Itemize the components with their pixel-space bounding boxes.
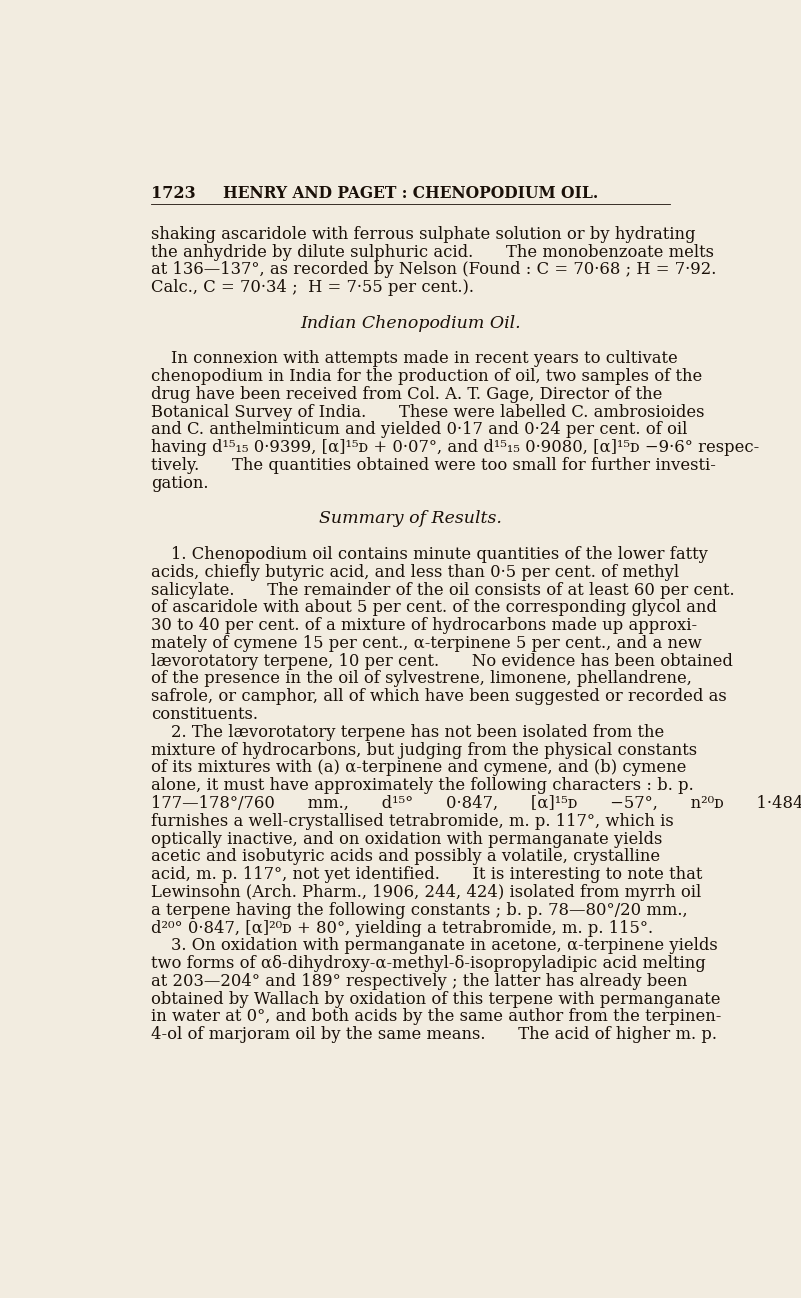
- Text: HENRY AND PAGET : CHENOPODIUM OIL.: HENRY AND PAGET : CHENOPODIUM OIL.: [223, 184, 598, 201]
- Text: and C. anthelminticum and yielded 0·17 and 0·24 per cent. of oil: and C. anthelminticum and yielded 0·17 a…: [151, 422, 687, 439]
- Text: 2. The lævorotatory terpene has not been isolated from the: 2. The lævorotatory terpene has not been…: [171, 724, 664, 741]
- Text: 30 to 40 per cent. of a mixture of hydrocarbons made up approxi-: 30 to 40 per cent. of a mixture of hydro…: [151, 617, 697, 635]
- Text: lævorotatory terpene, 10 per cent.  No evidence has been obtained: lævorotatory terpene, 10 per cent. No ev…: [151, 653, 733, 670]
- Text: acid, m. p. 117°, not yet identified.  It is interesting to note that: acid, m. p. 117°, not yet identified. It…: [151, 866, 702, 883]
- Text: tively.  The quantities obtained were too small for further investi-: tively. The quantities obtained were too…: [151, 457, 716, 474]
- Text: alone, it must have approximately the following characters : b. p.: alone, it must have approximately the fo…: [151, 778, 694, 794]
- Text: 4-ol of marjoram oil by the same means.  The acid of higher m. p.: 4-ol of marjoram oil by the same means. …: [151, 1027, 717, 1044]
- Text: at 203—204° and 189° respectively ; the latter has already been: at 203—204° and 189° respectively ; the …: [151, 974, 687, 990]
- Text: optically inactive, and on oxidation with permanganate yields: optically inactive, and on oxidation wit…: [151, 831, 662, 848]
- Text: 1. Chenopodium oil contains minute quantities of the lower fatty: 1. Chenopodium oil contains minute quant…: [171, 546, 708, 563]
- Text: having d¹⁵₁₅ 0·9399, [α]¹⁵ᴅ + 0·07°, and d¹⁵₁₅ 0·9080, [α]¹⁵ᴅ −9·6° respec-: having d¹⁵₁₅ 0·9399, [α]¹⁵ᴅ + 0·07°, and…: [151, 439, 759, 456]
- Text: safrole, or camphor, all of which have been suggested or recorded as: safrole, or camphor, all of which have b…: [151, 688, 727, 705]
- Text: acetic and isobutyric acids and possibly a volatile, crystalline: acetic and isobutyric acids and possibly…: [151, 849, 660, 866]
- Text: Botanical Survey of India.  These were labelled C. ambrosioides: Botanical Survey of India. These were la…: [151, 404, 705, 421]
- Text: In connexion with attempts made in recent years to cultivate: In connexion with attempts made in recen…: [171, 350, 678, 367]
- Text: the anhydride by dilute sulphuric acid.  The monobenzoate melts: the anhydride by dilute sulphuric acid. …: [151, 244, 714, 261]
- Text: two forms of αδ-dihydroxy-α-methyl-δ-isopropyladipic acid melting: two forms of αδ-dihydroxy-α-methyl-δ-iso…: [151, 955, 706, 972]
- Text: a terpene having the following constants ; b. p. 78—80°/20 mm.,: a terpene having the following constants…: [151, 902, 687, 919]
- Text: d²⁰° 0·847, [α]²⁰ᴅ + 80°, yielding a tetrabromide, m. p. 115°.: d²⁰° 0·847, [α]²⁰ᴅ + 80°, yielding a tet…: [151, 919, 653, 937]
- Text: furnishes a well-crystallised tetrabromide, m. p. 117°, which is: furnishes a well-crystallised tetrabromi…: [151, 813, 674, 829]
- Text: gation.: gation.: [151, 475, 208, 492]
- Text: of its mixtures with (a) α-terpinene and cymene, and (b) cymene: of its mixtures with (a) α-terpinene and…: [151, 759, 686, 776]
- Text: Calc., C = 70·34 ;  H = 7·55 per cent.).: Calc., C = 70·34 ; H = 7·55 per cent.).: [151, 279, 474, 296]
- Text: in water at 0°, and both acids by the same author from the terpinen-: in water at 0°, and both acids by the sa…: [151, 1009, 722, 1025]
- Text: Summary of Results.: Summary of Results.: [319, 510, 502, 527]
- Text: drug have been received from Col. A. T. Gage, Director of the: drug have been received from Col. A. T. …: [151, 386, 662, 402]
- Text: shaking ascaridole with ferrous sulphate solution or by hydrating: shaking ascaridole with ferrous sulphate…: [151, 226, 695, 243]
- Text: chenopodium in India for the production of oil, two samples of the: chenopodium in India for the production …: [151, 369, 702, 386]
- Text: at 136—137°, as recorded by Nelson (Found : C = 70·68 ; H = 7·92.: at 136—137°, as recorded by Nelson (Foun…: [151, 261, 716, 278]
- Text: 1723: 1723: [151, 184, 195, 201]
- Text: acids, chiefly butyric acid, and less than 0·5 per cent. of methyl: acids, chiefly butyric acid, and less th…: [151, 563, 679, 580]
- Text: 3. On oxidation with permanganate in acetone, α-terpinene yields: 3. On oxidation with permanganate in ace…: [171, 937, 718, 954]
- Text: of the presence in the oil of sylvestrene, limonene, phellandrene,: of the presence in the oil of sylvestren…: [151, 671, 692, 688]
- Text: mixture of hydrocarbons, but judging from the physical constants: mixture of hydrocarbons, but judging fro…: [151, 741, 697, 758]
- Text: 177—178°/760  mm.,  d¹⁵°  0·847,  [α]¹⁵ᴅ  −57°,  n²⁰ᴅ  1·484.   It: 177—178°/760 mm., d¹⁵° 0·847, [α]¹⁵ᴅ −57…: [151, 794, 801, 813]
- Text: constituents.: constituents.: [151, 706, 258, 723]
- Text: Lewinsohn (Arch. Pharm., 1906, 244, 424) isolated from myrrh oil: Lewinsohn (Arch. Pharm., 1906, 244, 424)…: [151, 884, 702, 901]
- Text: salicylate.  The remainder of the oil consists of at least 60 per cent.: salicylate. The remainder of the oil con…: [151, 582, 735, 598]
- Text: of ascaridole with about 5 per cent. of the corresponding glycol and: of ascaridole with about 5 per cent. of …: [151, 600, 717, 617]
- Text: Indian Chenopodium Oil.: Indian Chenopodium Oil.: [300, 314, 521, 332]
- Text: mately of cymene 15 per cent., α-terpinene 5 per cent., and a new: mately of cymene 15 per cent., α-terpine…: [151, 635, 702, 652]
- Text: obtained by Wallach by oxidation of this terpene with permanganate: obtained by Wallach by oxidation of this…: [151, 990, 721, 1007]
